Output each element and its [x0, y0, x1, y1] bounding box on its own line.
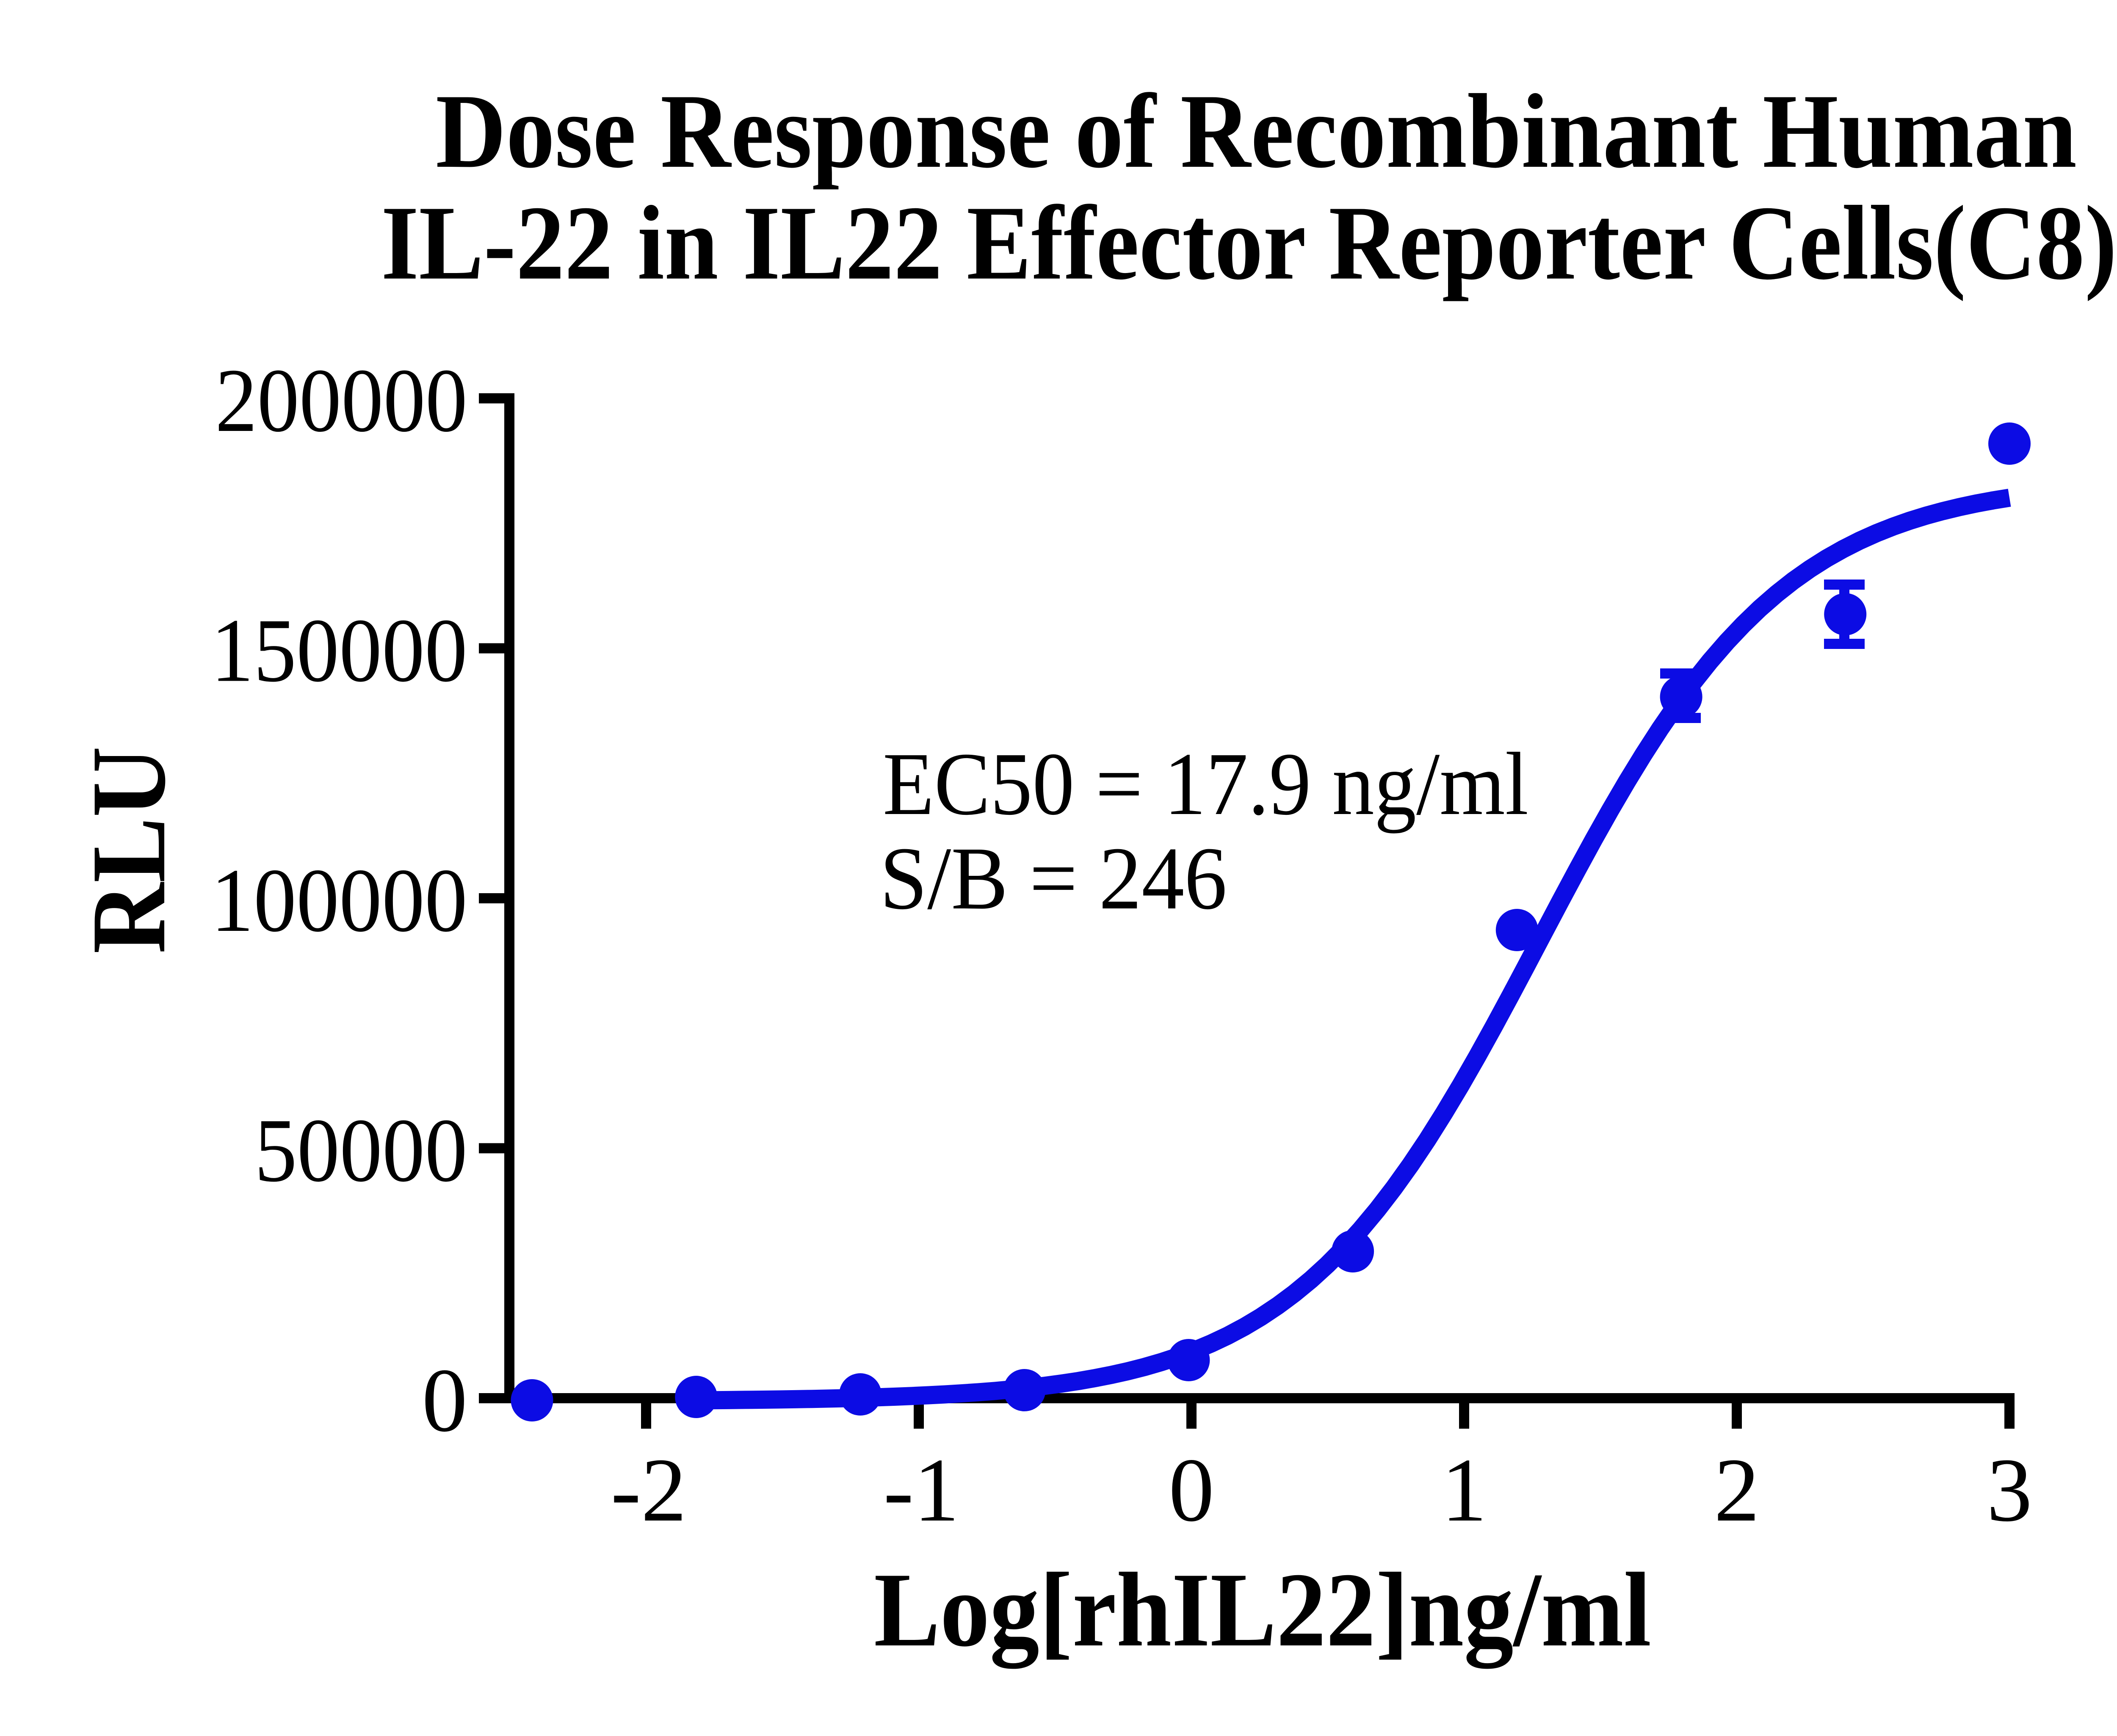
svg-text:0: 0: [1169, 1439, 1214, 1540]
svg-text:2: 2: [1714, 1439, 1760, 1540]
svg-text:200000: 200000: [215, 350, 467, 451]
svg-text:EC50 = 17.9 ng/ml: EC50 = 17.9 ng/ml: [883, 734, 1528, 834]
svg-text:1: 1: [1441, 1439, 1487, 1540]
svg-text:100000: 100000: [211, 850, 467, 951]
svg-text:50000: 50000: [254, 1100, 467, 1201]
svg-text:IL-22 in IL22 Effector Reporte: IL-22 in IL22 Effector Reporter Cells(C8…: [381, 184, 2117, 302]
svg-text:150000: 150000: [211, 600, 467, 701]
svg-text:Log[rhIL22]ng/ml: Log[rhIL22]ng/ml: [874, 1551, 1651, 1669]
svg-text:RLU: RLU: [70, 746, 188, 954]
svg-text:-1: -1: [883, 1439, 959, 1540]
svg-text:S/B = 246: S/B = 246: [880, 828, 1227, 928]
svg-text:0: 0: [422, 1350, 468, 1451]
svg-text:3: 3: [1987, 1439, 2032, 1540]
svg-text:-2: -2: [611, 1439, 686, 1540]
svg-text:Dose Response of Recombinant H: Dose Response of Recombinant Human: [436, 72, 2077, 190]
